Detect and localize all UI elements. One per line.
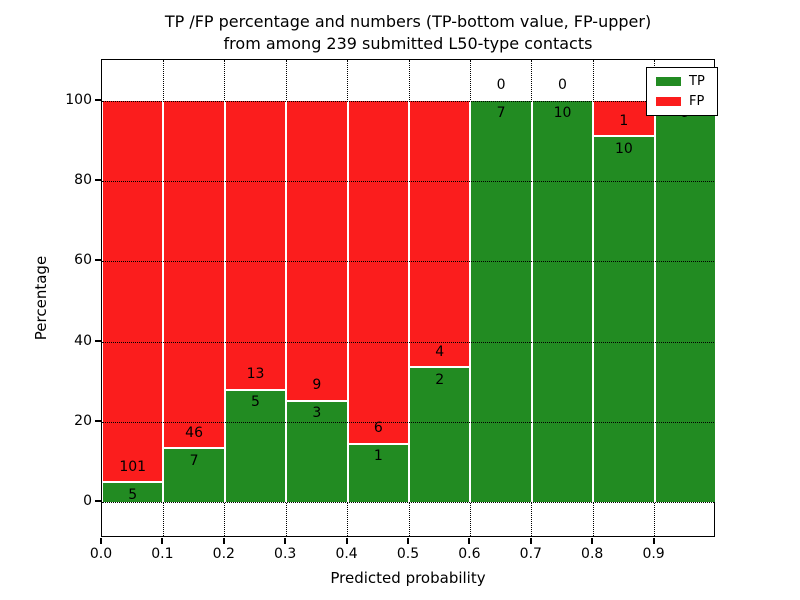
tp-color-swatch — [656, 77, 681, 86]
y-tick-label: 40 — [74, 332, 92, 349]
y-tick-label: 80 — [74, 172, 92, 189]
tp-bar-segment — [286, 401, 348, 502]
x-tick-label: 0.7 — [519, 546, 542, 562]
fp-count-label: 0 — [496, 76, 506, 93]
y-tick-label: 100 — [65, 92, 92, 108]
x-tick-label: 0.4 — [335, 546, 358, 562]
x-tick-label: 0.3 — [274, 546, 297, 562]
fp-bar-segment — [409, 101, 471, 369]
tp-bar-segment — [593, 137, 655, 502]
fp-bar-segment — [102, 101, 164, 484]
tp-count-label: 7 — [496, 104, 506, 121]
y-tick — [95, 500, 101, 502]
y-tick — [95, 99, 101, 101]
tp-count-label: 10 — [553, 104, 572, 121]
legend-label-tp: TP — [689, 74, 705, 89]
fp-count-label: 13 — [246, 366, 265, 383]
tp-bar-segment — [163, 449, 225, 502]
x-tick — [468, 538, 471, 544]
fp-bar-segment — [286, 101, 348, 402]
fp-bar-segment — [593, 101, 655, 138]
fp-count-label: 1 — [619, 112, 629, 129]
y-tick — [95, 179, 101, 182]
fp-color-swatch — [656, 97, 681, 106]
y-tick-label: 20 — [74, 412, 92, 429]
legend: TP FP — [646, 67, 718, 116]
x-tick-label: 0.5 — [396, 546, 420, 562]
fp-count-label: 6 — [373, 420, 383, 437]
tp-count-label: 5 — [251, 394, 260, 411]
fp-count-label: 46 — [185, 424, 203, 441]
fp-bar-segment — [224, 101, 287, 391]
x-tick — [345, 538, 348, 544]
y-tick — [95, 419, 101, 422]
x-tick — [529, 538, 532, 544]
y-tick — [95, 339, 101, 342]
x-tick — [591, 538, 594, 544]
x-tick — [407, 538, 409, 544]
tp-count-label: 5 — [128, 486, 138, 503]
x-tick-label: 0.8 — [581, 546, 604, 562]
y-gridline — [102, 261, 714, 263]
fp-bar-segment — [347, 101, 409, 445]
x-tick — [222, 538, 225, 544]
x-tick-label: 0.2 — [212, 546, 235, 562]
x-tick-label: 0.0 — [89, 546, 113, 562]
y-gridline — [102, 341, 714, 343]
x-tick-label: 0.6 — [458, 546, 481, 562]
legend-item-tp: TP — [656, 75, 709, 88]
tp-count-label: 2 — [435, 371, 445, 388]
fp-count-label: 0 — [558, 76, 567, 93]
legend-label-fp: FP — [689, 94, 705, 109]
x-tick — [284, 538, 287, 544]
tp-count-label: 1 — [373, 448, 383, 465]
fp-count-label: 101 — [119, 458, 147, 475]
plot-area: 1015467135936142070101109 TP FP — [101, 59, 718, 537]
y-gridline — [102, 421, 714, 423]
y-gridline — [102, 181, 714, 183]
fp-count-label: 4 — [435, 343, 445, 360]
tp-count-label: 3 — [312, 405, 322, 422]
tp-bar-segment — [470, 101, 532, 502]
x-tick — [161, 538, 164, 544]
tp-bar-segment — [531, 101, 594, 502]
tp-bar-segment — [224, 390, 287, 502]
x-tick — [100, 538, 102, 544]
y-tick-label: 60 — [74, 252, 92, 269]
x-axis-label: Predicted probability — [330, 569, 486, 587]
tp-bar-segment — [102, 483, 164, 502]
chart-title-line1: TP /FP percentage and numbers (TP-bottom… — [164, 12, 652, 31]
fp-count-label: 9 — [312, 377, 322, 394]
legend-item-fp: FP — [656, 95, 709, 108]
x-tick-label: 0.9 — [642, 546, 665, 562]
x-tick-label: 0.1 — [151, 546, 174, 562]
fp-bar-segment — [163, 101, 225, 450]
y-gridline — [102, 502, 714, 503]
tp-bar-segment — [654, 101, 716, 502]
y-axis-label: Percentage — [32, 255, 50, 341]
x-tick — [652, 538, 655, 544]
tp-bar-segment — [347, 444, 409, 502]
tp-bar-segment — [409, 368, 471, 502]
y-tick-label: 0 — [83, 493, 92, 509]
y-gridline — [102, 101, 714, 102]
tp-count-label: 10 — [614, 140, 633, 157]
tp-count-label: 7 — [189, 452, 199, 469]
chart-title: TP /FP percentage and numbers (TP-bottom… — [101, 11, 715, 55]
y-tick — [95, 259, 101, 262]
chart-title-line2: from among 239 submitted L50-type contac… — [223, 34, 593, 53]
